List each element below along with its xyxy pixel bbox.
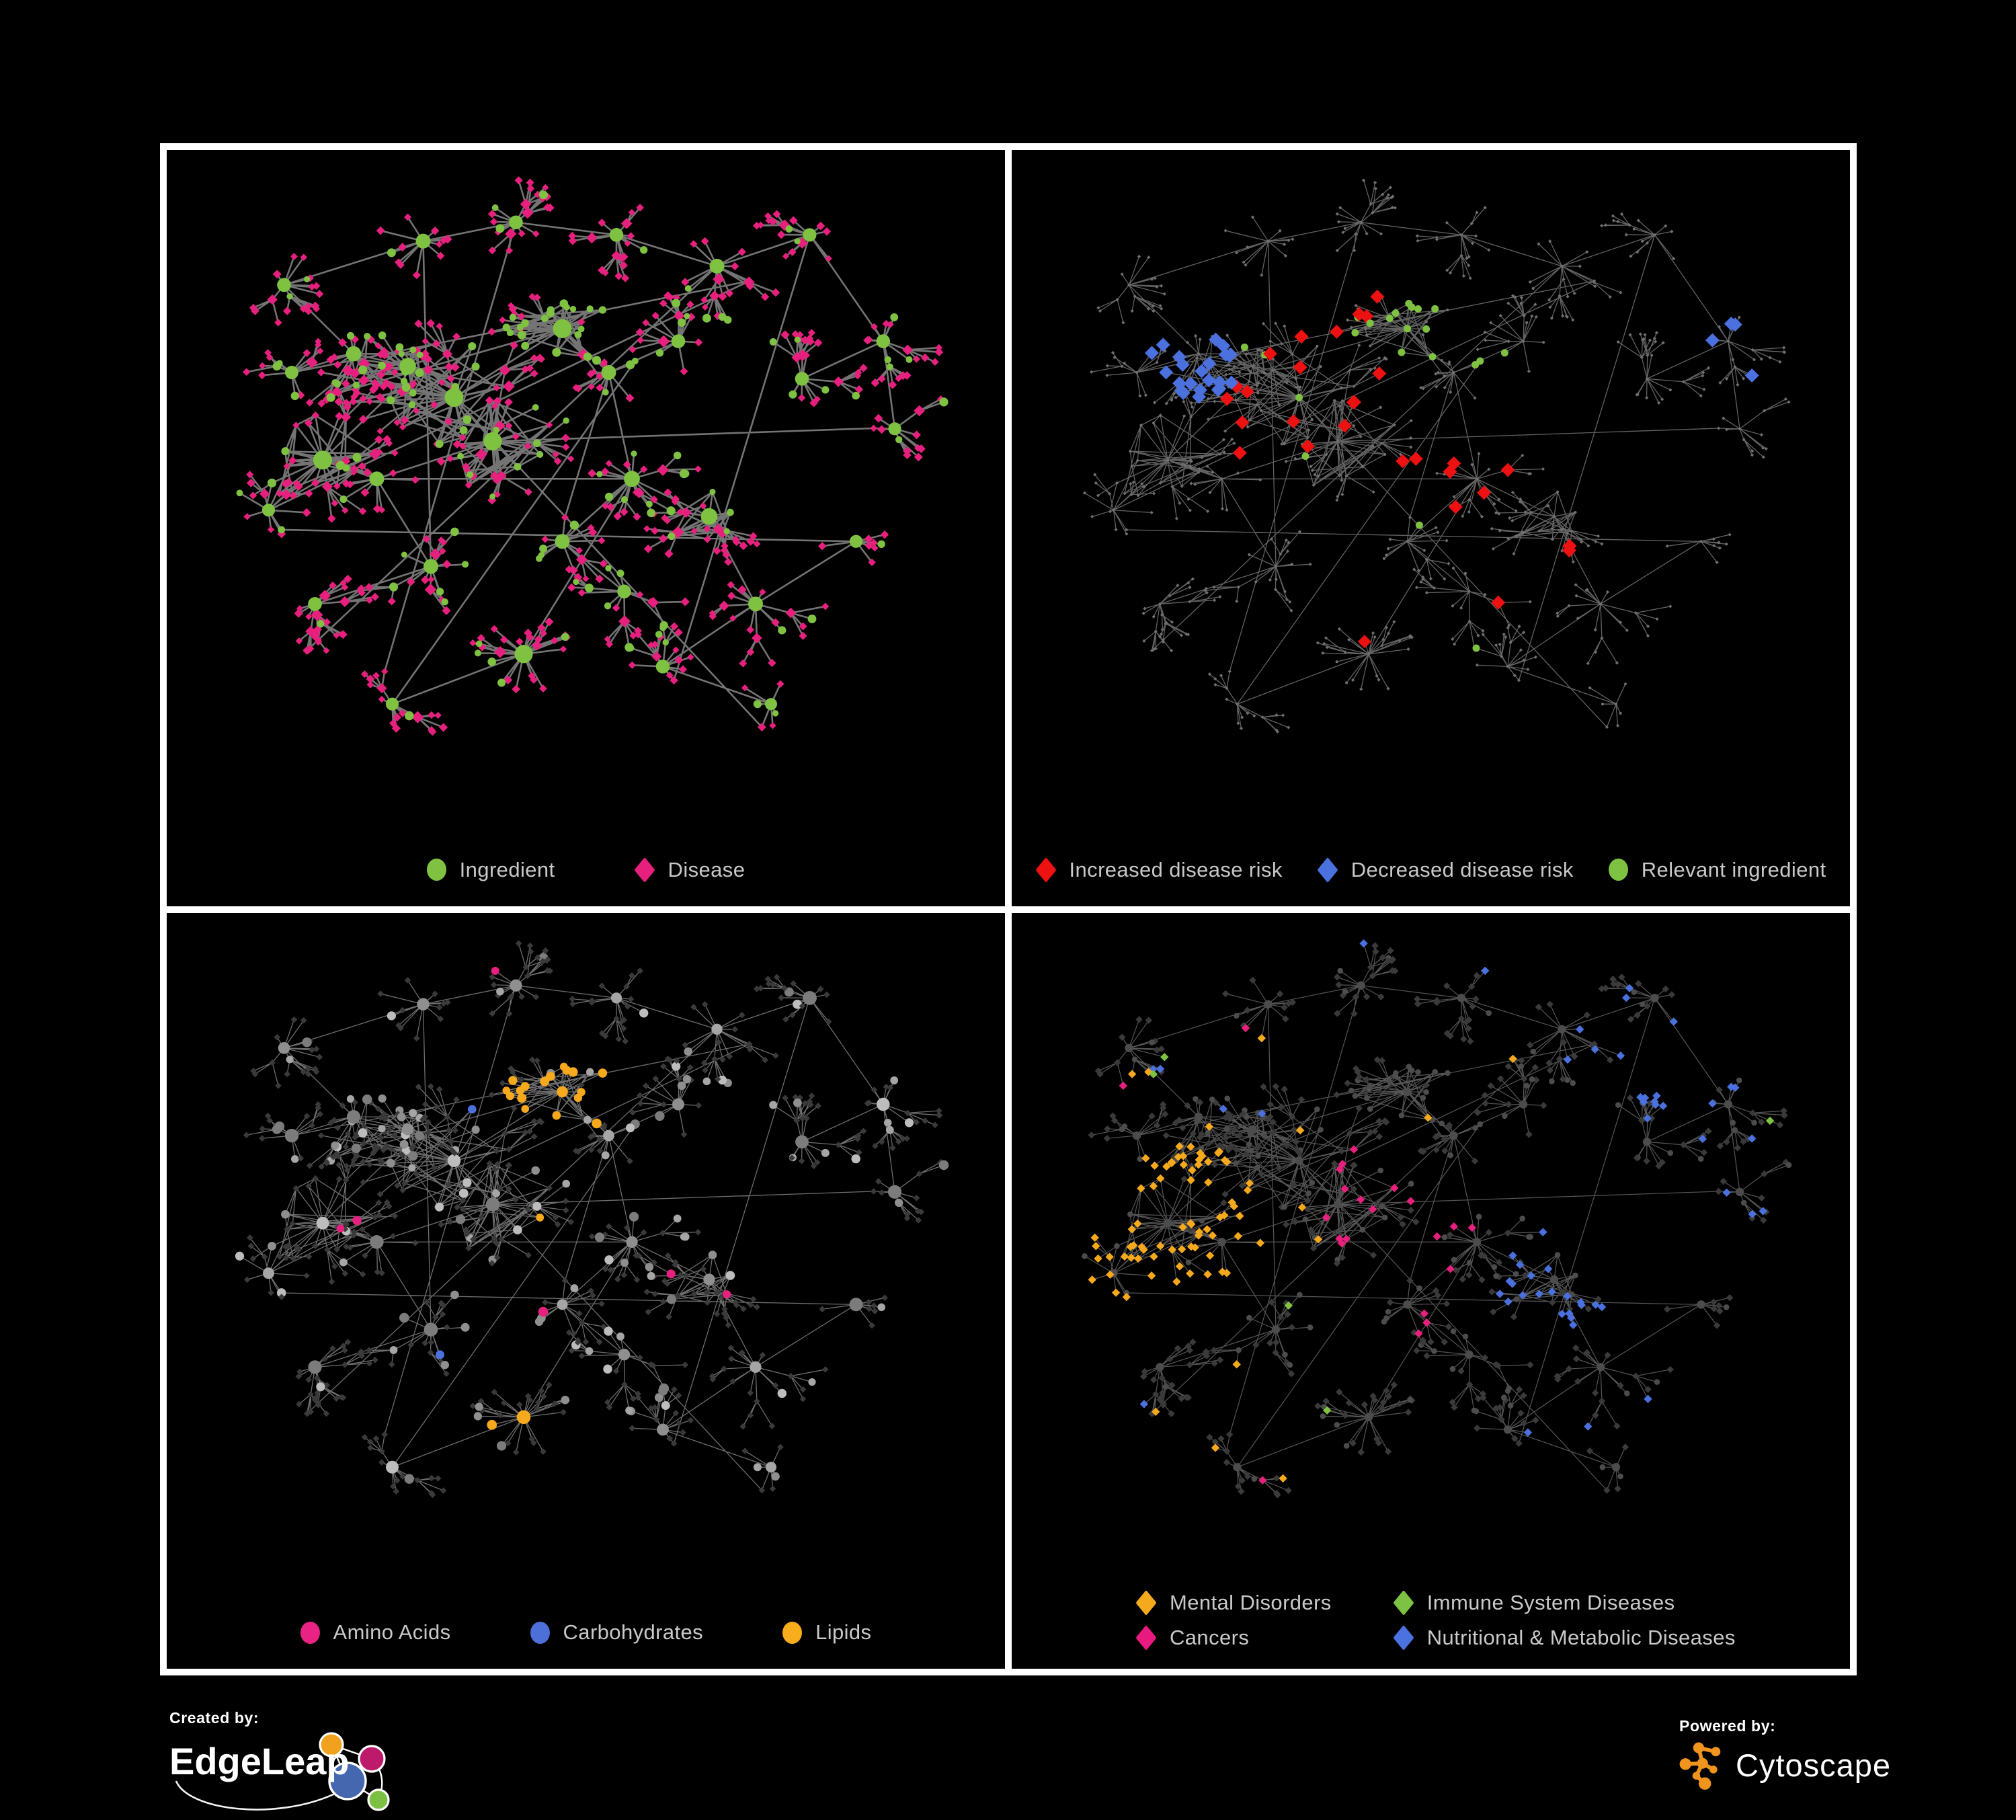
legend-item-ingredient: Ingredient <box>426 857 555 882</box>
legend-item-increased-disease-risk: Increased disease risk <box>1035 857 1283 883</box>
diamond-swatch <box>1135 1590 1157 1616</box>
diamond-swatch <box>1393 1625 1414 1651</box>
legend-label: Cancers <box>1170 1626 1250 1649</box>
edgeleap-credit: Created by: EdgeLeap <box>169 1709 425 1817</box>
legend-item-nutritional-metabolic-diseases: Nutritional & Metabolic Diseases <box>1393 1625 1736 1651</box>
legend-ingredient-classes: Amino Acids Carbohydrates Lipids <box>167 1620 1005 1645</box>
panel-disease-categories: Mental Disorders Cancers Immune System Dis… <box>1012 912 1850 1669</box>
legend-label: Relevant ingredient <box>1641 857 1826 881</box>
legend-label: Immune System Diseases <box>1426 1591 1675 1614</box>
legend-item-relevant-ingredient: Relevant ingredient <box>1608 857 1826 882</box>
panel-ingredient-classes: Amino Acids Carbohydrates Lipids <box>167 912 1005 1669</box>
legend-item-lipids: Lipids <box>782 1620 871 1645</box>
legend-item-immune-system-diseases: Immune System Diseases <box>1393 1590 1736 1616</box>
legend-label: Disease <box>668 857 745 881</box>
circle-swatch <box>1608 859 1628 881</box>
cytoscape-wordmark: Cytoscape <box>1736 1747 1892 1783</box>
legend-item-disease: Disease <box>633 857 745 883</box>
powered-by-label: Powered by: <box>1679 1717 1776 1735</box>
legend-label: Lipids <box>815 1620 872 1644</box>
diamond-swatch <box>1135 1625 1157 1651</box>
edgeleap-logo: EdgeLeap <box>169 1729 425 1817</box>
legend-label: Increased disease risk <box>1069 857 1283 881</box>
panel-grid: Ingredient Disease Increased disease risk… <box>160 143 1857 1675</box>
diamond-swatch <box>1035 857 1057 883</box>
panel-ingredient-disease: Ingredient Disease <box>167 150 1005 906</box>
circle-swatch <box>530 1621 550 1644</box>
legend-label: Decreased disease risk <box>1350 857 1574 881</box>
cytoscape-credit: Powered by: Cytoscape <box>1679 1717 1891 1792</box>
legend-label: Carbohydrates <box>563 1620 704 1644</box>
legend-label: Nutritional & Metabolic Diseases <box>1426 1626 1736 1649</box>
legend-label: Ingredient <box>459 857 555 881</box>
edgeleap-network-icon <box>175 1732 390 1811</box>
legend-item-decreased-disease-risk: Decreased disease risk <box>1317 857 1574 883</box>
legend-label: Mental Disorders <box>1170 1591 1332 1614</box>
edgeleap-wordmark: EdgeLeap <box>169 1740 350 1782</box>
network-graph-disease-categories <box>1082 939 1792 1499</box>
legend-label: Amino Acids <box>333 1620 451 1644</box>
network-graph-ingredient-disease <box>236 176 949 736</box>
cytoscape-icon <box>1679 1742 1721 1790</box>
legend-item-mental-disorders: Mental Disorders <box>1135 1590 1332 1616</box>
diamond-swatch <box>1317 857 1338 883</box>
created-by-label: Created by: <box>169 1709 259 1727</box>
network-graph-ingredient-classes <box>235 939 949 1498</box>
legend-disease-categories: Mental Disorders Cancers Immune System Dis… <box>1012 1585 1850 1655</box>
legend-item-amino-acids: Amino Acids <box>300 1620 451 1645</box>
legend-item-carbohydrates: Carbohydrates <box>530 1620 704 1645</box>
diamond-swatch <box>633 857 655 883</box>
circle-swatch <box>300 1621 320 1644</box>
footer: Created by: EdgeLeap Powered by: <box>0 1675 2016 1820</box>
circle-swatch <box>426 859 446 881</box>
panel-disease-risk: Increased disease risk Decreased disease … <box>1012 150 1850 906</box>
legend-disease-risk: Increased disease risk Decreased disease … <box>1012 857 1850 883</box>
diamond-swatch <box>1393 1590 1414 1616</box>
legend-item-cancers: Cancers <box>1135 1625 1332 1651</box>
legend-ingredient-disease: Ingredient Disease <box>167 857 1005 883</box>
network-graph-disease-risk <box>1083 178 1791 734</box>
circle-swatch <box>782 1621 803 1644</box>
